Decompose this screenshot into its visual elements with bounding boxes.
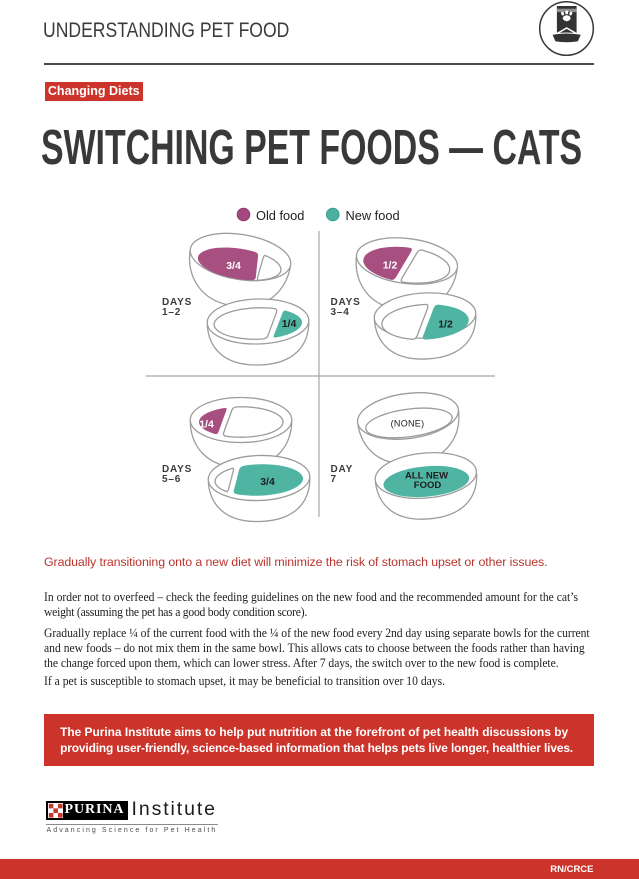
svg-text:1/2: 1/2	[438, 318, 453, 330]
svg-text:FOOD: FOOD	[414, 480, 442, 491]
svg-text:3/4: 3/4	[260, 476, 275, 488]
svg-text:1/2: 1/2	[383, 259, 398, 271]
svg-text:1/4: 1/4	[282, 318, 297, 330]
svg-text:1/4: 1/4	[199, 418, 214, 430]
svg-text:ALL NEW: ALL NEW	[405, 471, 448, 482]
svg-text:3/4: 3/4	[226, 260, 241, 272]
svg-text:(NONE): (NONE)	[391, 418, 425, 428]
